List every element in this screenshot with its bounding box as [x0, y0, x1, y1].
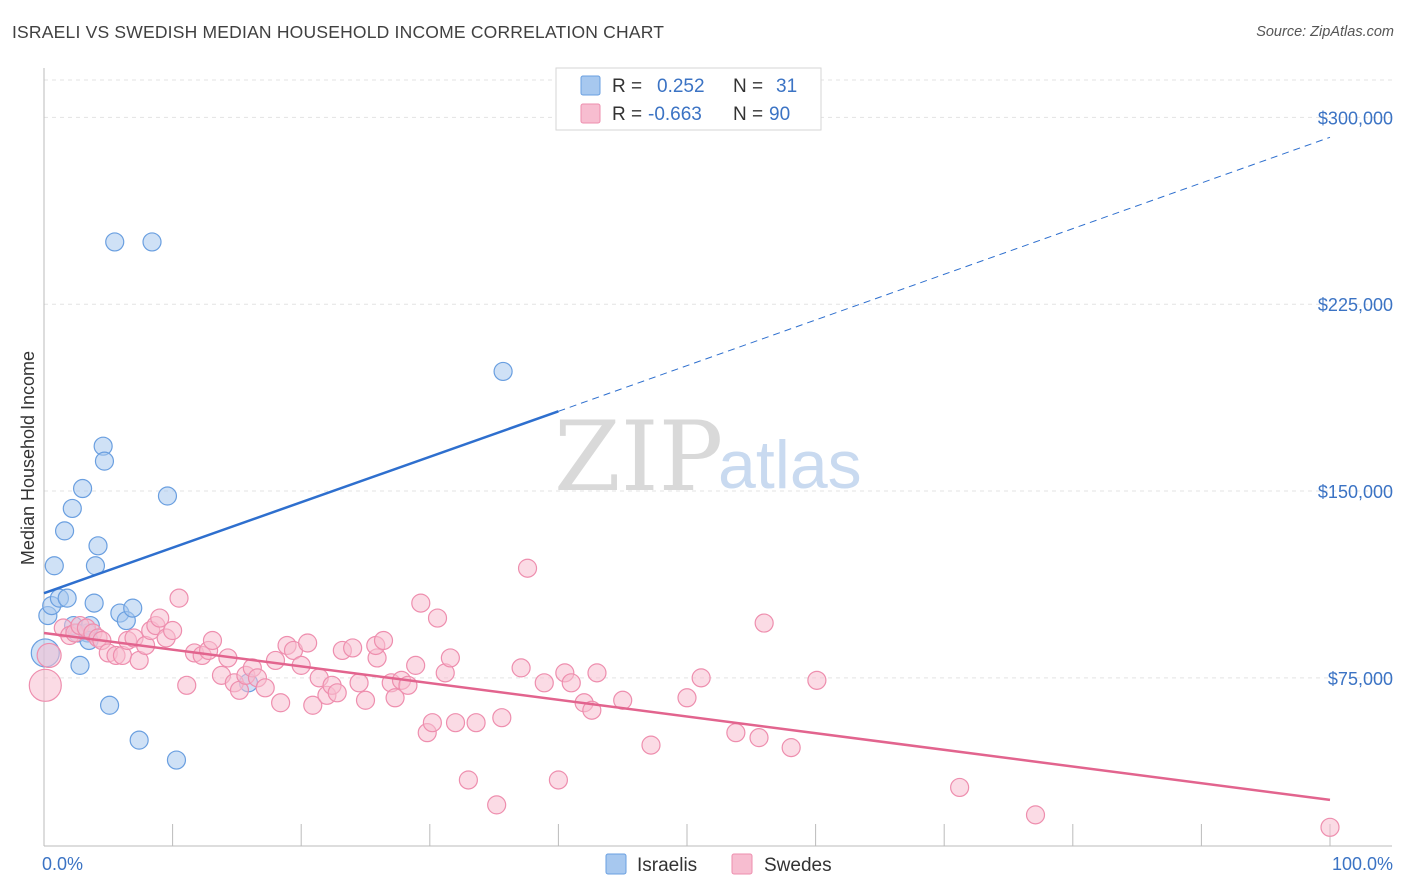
swedes-point	[466, 713, 486, 733]
swedes-point	[373, 630, 394, 651]
swedes-point	[487, 795, 507, 815]
swedes-point	[517, 558, 538, 578]
grid-lines	[44, 79, 1392, 679]
watermark-atlas: atlas	[718, 427, 862, 503]
swedes-point	[548, 770, 569, 790]
swedes-point	[349, 673, 369, 693]
swedes-point	[561, 673, 581, 693]
swedes-point	[265, 650, 286, 671]
swedes-point	[150, 608, 170, 628]
israelis-trend-extension	[558, 136, 1331, 412]
legend-n-label-israelis: N =	[733, 76, 763, 97]
data-points	[28, 232, 1340, 837]
y-tick-label-2: $225,000	[1318, 295, 1393, 315]
swedes-point	[303, 695, 323, 715]
israelis-point	[105, 232, 125, 252]
israelis-point	[94, 451, 115, 471]
swedes-point	[271, 693, 291, 713]
swedes-point	[677, 688, 697, 708]
israelis-point	[44, 556, 64, 576]
israelis-point	[166, 750, 187, 770]
israelis-point	[493, 361, 513, 382]
swedes-point	[754, 613, 774, 633]
swedes-point	[177, 675, 197, 695]
swedes-point	[641, 735, 661, 755]
swedes-point	[202, 630, 223, 651]
series-legend: Israelis Swedes	[605, 853, 832, 876]
swedes-point	[440, 648, 460, 668]
swedes-point	[355, 690, 376, 710]
swedes-point	[28, 668, 62, 702]
israelis-point	[57, 588, 77, 608]
swedes-point	[511, 658, 531, 678]
watermark: ZIP atlas	[554, 401, 862, 513]
legend-swatch-israelis	[580, 75, 601, 96]
israelis-point	[84, 593, 104, 613]
series-legend-label-swedes: Swedes	[764, 855, 832, 876]
swedes-point	[1320, 817, 1340, 837]
legend-n-value-israelis: 31	[776, 76, 797, 97]
y-tick-label-3: $300,000	[1318, 108, 1393, 128]
series-legend-swatch-swedes	[731, 853, 753, 875]
legend-r-value-israelis: 0.252	[657, 76, 705, 97]
x-tick-label-0: 0.0%	[42, 854, 83, 874]
swedes-point	[950, 777, 970, 798]
swedes-point	[422, 713, 442, 733]
legend: R = 0.252 N = 31 R = -0.663 N = 90	[555, 67, 822, 131]
swedes-point	[343, 638, 363, 658]
y-tick-label-1: $150,000	[1318, 482, 1393, 502]
swedes-point	[427, 608, 448, 628]
swedes-point	[1025, 805, 1046, 825]
legend-r-value-swedes: -0.663	[648, 104, 702, 125]
israelis-point	[157, 486, 178, 506]
swedes-point	[36, 642, 62, 669]
legend-n-label-swedes: N =	[733, 104, 763, 125]
series-legend-swatch-israelis	[605, 853, 627, 875]
axes	[43, 68, 1392, 847]
israelis-point	[70, 655, 90, 675]
swedes-point	[411, 593, 431, 613]
israelis-point	[62, 498, 82, 519]
swedes-point	[327, 683, 347, 703]
swedes-point	[298, 633, 318, 653]
israelis-point	[72, 478, 93, 499]
swedes-point	[406, 655, 426, 675]
x-tick-label-1: 100.0%	[1332, 854, 1393, 874]
legend-swatch-swedes	[580, 103, 601, 124]
trend-lines	[43, 136, 1331, 802]
swedes-point	[749, 728, 769, 748]
swedes-point	[691, 668, 711, 688]
legend-r-label-israelis: R =	[612, 76, 642, 97]
chart-title: ISRAELI VS SWEDISH MEDIAN HOUSEHOLD INCO…	[12, 22, 665, 42]
israelis-point	[123, 598, 143, 618]
israelis-point	[88, 536, 108, 556]
swedes-point	[445, 713, 466, 733]
y-axis-label: Median Household Income	[18, 351, 38, 565]
swedes-point	[163, 620, 183, 641]
legend-r-label-swedes: R =	[612, 104, 642, 125]
series-legend-label-israelis: Israelis	[637, 855, 697, 876]
swedes-point	[458, 770, 478, 790]
israelis-point	[142, 232, 162, 252]
tick-labels: $75,000 $150,000 $225,000 $300,000 0.0% 100.0…	[42, 108, 1393, 874]
swedes-point	[587, 663, 607, 683]
chart-source: Source: ZipAtlas.com	[1256, 24, 1394, 40]
watermark-zip: ZIP	[554, 401, 723, 513]
swedes-point	[255, 678, 275, 698]
israelis-point	[54, 521, 75, 541]
israelis-point	[99, 695, 120, 715]
swedes-point	[385, 688, 405, 708]
legend-n-value-swedes: 90	[769, 104, 790, 125]
y-tick-label-0: $75,000	[1328, 669, 1393, 689]
swedes-point	[169, 588, 189, 608]
swedes-point	[807, 670, 827, 690]
swedes-point	[492, 708, 512, 728]
israelis-trend-line	[43, 410, 559, 595]
israelis-point	[129, 730, 149, 750]
swedes-point	[534, 673, 554, 693]
swedes-point	[781, 738, 801, 758]
swedes-point	[726, 723, 746, 743]
swedes-trend-line	[43, 631, 1331, 802]
